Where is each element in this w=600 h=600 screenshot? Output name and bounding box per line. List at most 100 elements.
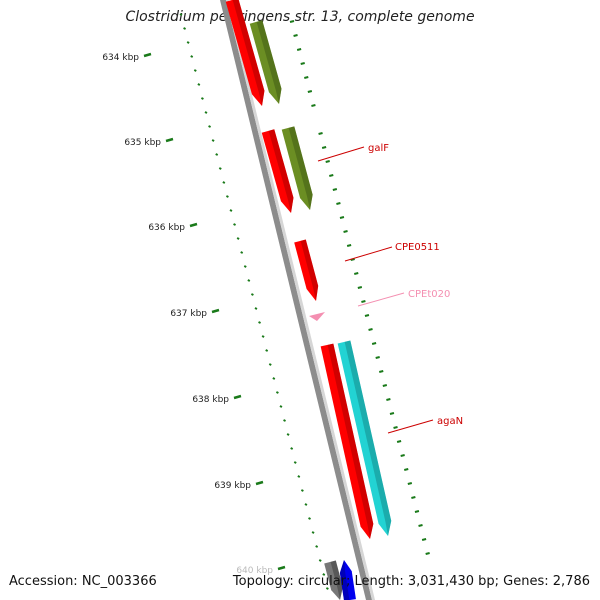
gene-arrow-red-1[interactable] — [225, 0, 265, 106]
ruler-minor-tick — [208, 125, 212, 128]
gene-arrow-red-3[interactable] — [294, 239, 319, 301]
ruler-outer-tick — [357, 286, 363, 289]
ruler-minor-tick — [254, 307, 258, 310]
ruler-minor-tick — [275, 391, 279, 394]
ruler-outer-tick — [418, 524, 423, 527]
ruler-minor-tick — [261, 335, 265, 338]
ruler-minor-tick — [300, 489, 304, 492]
feature-label-cpet020[interactable]: CPEt020 — [357, 289, 450, 307]
ruler-outer-tick — [414, 510, 420, 513]
ruler-outer-tick — [321, 146, 327, 149]
ruler-major-tick — [189, 222, 198, 228]
ruler-minor-tick — [315, 545, 319, 548]
ruler-minor-tick — [215, 153, 219, 156]
gene-arrow-cyan-1-body — [337, 340, 392, 536]
ruler-outer-tick — [354, 272, 359, 275]
ruler-minor-tick — [250, 293, 254, 296]
ruler-minor-tick — [179, 13, 183, 16]
ruler-outer-tick — [293, 34, 298, 37]
ruler-outer-tick — [318, 132, 323, 135]
feature-label-agan[interactable]: agaN — [387, 416, 463, 434]
ruler-major-tick — [255, 480, 264, 486]
ruler-major-tick — [165, 137, 174, 143]
ruler-minor-tick — [279, 405, 283, 408]
ruler-label: 637 kbp — [170, 309, 207, 319]
ruler-outer-tick — [346, 244, 352, 247]
gene-arrow-olive-2-body — [281, 126, 313, 210]
ruler-outer-tick — [396, 440, 402, 443]
gene-arrow-blue-1-shade — [339, 560, 350, 600]
ruler-minor-tick — [258, 321, 261, 324]
gene-arrow-olive-2-shade — [288, 126, 313, 210]
ruler-outer-tick — [403, 468, 409, 471]
ruler-minor-tick — [297, 475, 301, 478]
ruler-outer-tick — [371, 342, 377, 345]
ruler-minor-tick — [236, 237, 240, 240]
feature-label-cpe0511[interactable]: CPE0511 — [344, 242, 440, 262]
ruler-minor-tick — [240, 251, 244, 254]
ruler-outer-tick — [361, 300, 366, 303]
gene-arrow-olive-1-shade — [256, 20, 282, 104]
ruler-minor-tick — [308, 517, 311, 520]
ruler-label: 638 kbp — [192, 395, 229, 405]
ruler-minor-tick — [229, 209, 233, 212]
leader-line — [344, 246, 393, 262]
gene-arrow-grey-1[interactable] — [324, 560, 343, 600]
gene-arrow-olive-2[interactable] — [281, 126, 313, 210]
feature-name: agaN — [437, 416, 463, 427]
ruler-outer-tick — [300, 62, 305, 65]
trna-marker[interactable] — [309, 312, 325, 321]
leader-line — [357, 292, 405, 307]
ruler-outer-tick — [411, 496, 416, 499]
gene-arrow-cyan-1-shade — [344, 340, 392, 536]
ruler-outer-tick — [289, 20, 295, 23]
ruler-minor-tick — [268, 363, 272, 366]
ruler-minor-tick — [286, 433, 290, 436]
gene-arrow-grey-1-body — [324, 560, 343, 600]
ruler-minor-tick — [304, 503, 308, 506]
ruler-outer-tick — [307, 90, 313, 93]
ruler-minor-tick — [193, 69, 197, 72]
ruler-minor-tick — [283, 419, 286, 422]
ruler-minor-tick — [293, 461, 297, 464]
ruler-outer-tick — [421, 538, 427, 541]
ruler-minor-tick — [265, 349, 269, 352]
ruler-label: 636 kbp — [148, 223, 185, 233]
ruler-minor-tick — [204, 111, 208, 114]
ruler-minor-tick — [233, 223, 236, 226]
ruler-major-tick — [211, 308, 220, 314]
ruler-label: 639 kbp — [214, 481, 251, 491]
ruler-minor-tick — [318, 559, 322, 562]
topology-summary: Topology: circular; Length: 3,031,430 bp… — [232, 574, 590, 589]
gene-arrow-red-4-body — [320, 343, 374, 539]
ruler-outer-tick — [425, 552, 430, 555]
ruler-minor-tick — [200, 97, 204, 100]
gene-arrow-blue-1[interactable] — [339, 560, 356, 600]
gene-arrow-cyan-1[interactable] — [337, 340, 392, 536]
gene-arrow-red-2[interactable] — [261, 129, 294, 213]
ruler-minor-tick — [222, 181, 226, 184]
ruler-major-tick — [233, 394, 242, 400]
feature-name: CPE0511 — [395, 242, 440, 253]
ruler-outer-tick — [364, 314, 370, 317]
ruler-outer-tick — [304, 76, 309, 79]
gene-arrow-red-4[interactable] — [320, 343, 374, 539]
ruler-minor-tick — [247, 279, 251, 282]
leader-line — [387, 419, 434, 434]
gene-arrow-olive-1-body — [249, 20, 282, 104]
ruler-minor-tick — [272, 377, 276, 380]
backbone-strand — [220, 0, 372, 600]
ruler-outer-tick — [389, 412, 395, 415]
ruler-outer-tick — [393, 426, 398, 429]
feature-label-galf[interactable]: galF — [317, 143, 389, 162]
ruler-outer-tick — [386, 398, 391, 401]
gene-arrow-red-4-shade — [327, 343, 374, 539]
gene-arrow-red-1-body — [225, 0, 265, 106]
ruler-label: 634 kbp — [102, 53, 139, 63]
ruler-minor-tick — [322, 573, 326, 576]
ruler-outer-tick — [329, 174, 334, 177]
gene-arrow-olive-1[interactable] — [249, 20, 282, 104]
ruler-major-tick — [143, 52, 152, 58]
ruler-outer-tick — [350, 258, 355, 261]
gene-arrow-red-3-body — [294, 239, 319, 301]
